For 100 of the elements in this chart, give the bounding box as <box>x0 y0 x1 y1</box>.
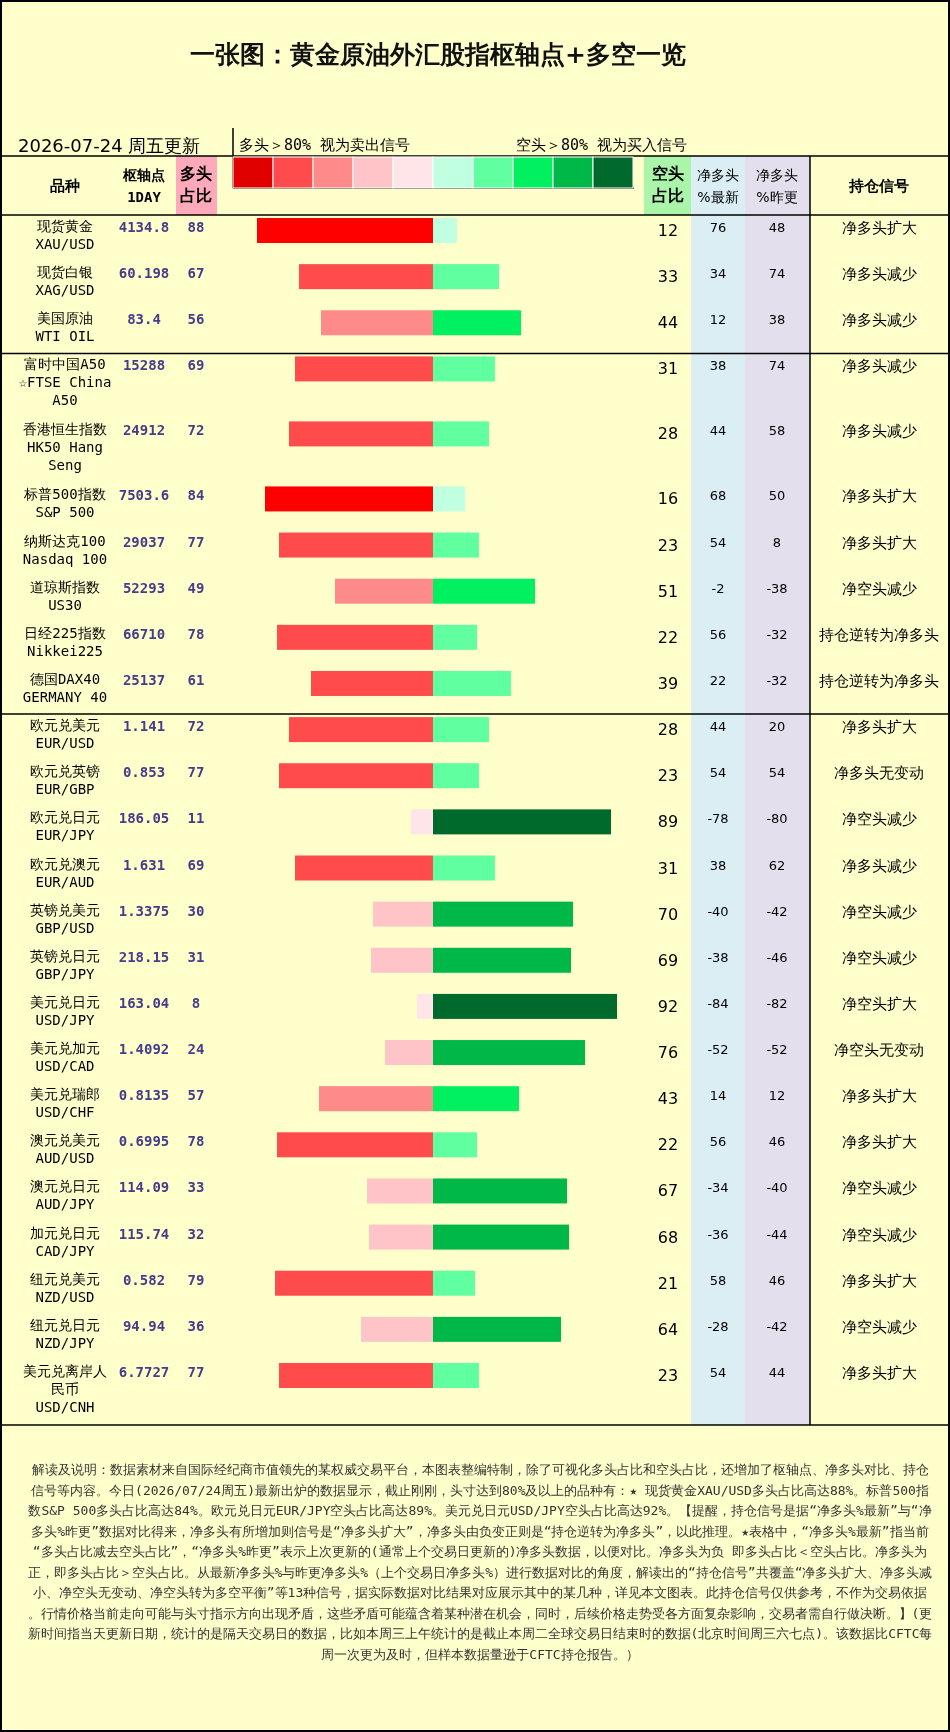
data-label: 77 <box>187 1363 205 1380</box>
y-tick-label: 纽元兑日元 NZD/JPY <box>30 1316 100 1351</box>
y-tick-label: 日经225指数 Nikkei225 <box>24 624 106 659</box>
data-label: 22 <box>657 1135 679 1155</box>
data-label: 52293 <box>122 579 166 596</box>
data-label: 12 <box>768 1088 786 1104</box>
data-label: 163.04 <box>118 994 170 1011</box>
data-label: 43 <box>657 1089 679 1109</box>
text: 空头占比 <box>652 164 684 205</box>
text: 2026-07-24 周五更新 <box>18 135 201 156</box>
data-label: 94.94 <box>122 1317 166 1334</box>
text: 多头占比 <box>180 164 212 205</box>
data-label: -38 <box>766 580 788 596</box>
text: 净多头%最新 <box>697 167 739 205</box>
y-tick-label: 美元兑瑞郎 USD/CHF <box>30 1086 100 1121</box>
y-tick-label: 德国DAX40 GERMANY 40 <box>22 670 108 705</box>
y-tick-label: 纽元兑美元 NZD/USD <box>30 1270 100 1305</box>
data-label: 0.582 <box>122 1271 166 1288</box>
data-label: 50 <box>768 488 786 504</box>
text: 净多头扩大 <box>841 1271 917 1290</box>
data-label: 72 <box>187 422 205 439</box>
data-label: 21 <box>657 1273 679 1293</box>
chart-title: 一张图：黄金原油外汇股指枢轴点+多空一览 <box>190 40 686 69</box>
y-tick-label: 欧元兑美元 EUR/USD <box>30 717 100 752</box>
data-label: 16 <box>657 489 679 509</box>
data-label: 72 <box>187 718 205 735</box>
y-tick-label: 现货白银 XAG/USD <box>35 264 95 299</box>
data-label: 22 <box>709 672 727 688</box>
data-label: 20 <box>768 719 786 735</box>
data-label: 68 <box>709 488 727 504</box>
data-label: -34 <box>707 1180 729 1196</box>
data-label: 12 <box>657 221 679 240</box>
y-tick-label: 道琼斯指数 US30 <box>30 578 100 613</box>
data-label: 56 <box>709 1134 727 1150</box>
data-label: 114.09 <box>118 1179 170 1196</box>
data-label: 69 <box>657 950 679 970</box>
data-label: 66710 <box>122 625 166 642</box>
y-tick-label: 美元兑日元 USD/JPY <box>30 993 100 1028</box>
data-label: -40 <box>707 903 729 919</box>
text: 净空头减少 <box>841 1317 917 1336</box>
data-label: 54 <box>709 1364 727 1380</box>
data-label: 44 <box>709 423 727 439</box>
text: 净多头减少 <box>841 856 917 875</box>
y-tick-label: 英镑兑日元 GBP/JPY <box>30 947 100 982</box>
data-label: 6.7727 <box>118 1363 170 1380</box>
data-label: 76 <box>657 1043 679 1063</box>
text: 净多头无变动 <box>834 764 924 783</box>
data-label: -78 <box>707 811 729 827</box>
data-label: 44 <box>657 313 679 333</box>
text: 净多头减少 <box>841 311 917 330</box>
y-tick-label: 富时中国A50 ☆FTSE China A50 <box>18 356 112 409</box>
text: 净多头扩大 <box>841 718 917 737</box>
data-label: 48 <box>768 220 786 235</box>
data-label: 58 <box>768 423 786 439</box>
data-label: -52 <box>707 1042 729 1058</box>
data-label: 39 <box>657 673 679 693</box>
text: 净多头扩大 <box>841 219 917 237</box>
data-label: 83.4 <box>127 311 161 328</box>
data-label: 51 <box>657 581 679 601</box>
text: 净多头扩大 <box>841 1133 917 1152</box>
data-label: 31 <box>657 359 679 379</box>
text: 持仓信号 <box>848 177 909 195</box>
data-label: 1.141 <box>122 718 166 735</box>
data-label: 8 <box>191 994 201 1011</box>
data-label: 25137 <box>122 671 166 688</box>
text: 净多头扩大 <box>841 487 917 506</box>
data-label: -2 <box>711 580 725 596</box>
data-label: 31 <box>657 858 679 878</box>
data-label: 31 <box>187 948 205 965</box>
y-tick-label: 英镑兑美元 GBP/USD <box>30 901 100 936</box>
data-label: 36 <box>187 1317 205 1334</box>
data-label: 69 <box>187 357 205 374</box>
y-tick-label: 澳元兑日元 AUD/JPY <box>30 1178 100 1213</box>
data-label: 69 <box>187 856 205 873</box>
data-label: 28 <box>657 424 679 444</box>
text: 持仓逆转为净多头 <box>819 625 939 644</box>
data-label: 79 <box>187 1271 205 1288</box>
y-tick-label: 加元兑日元 CAD/JPY <box>30 1224 100 1259</box>
data-label: 62 <box>768 857 786 873</box>
y-tick-label: 现货黄金 XAU/USD <box>35 218 95 252</box>
data-label: -82 <box>766 995 788 1011</box>
data-label: 14 <box>709 1088 727 1104</box>
data-label: 22 <box>657 627 679 647</box>
data-label: 67 <box>657 1181 679 1201</box>
data-label: 67 <box>187 265 205 282</box>
data-label: 23 <box>657 535 679 555</box>
data-label: 54 <box>768 765 786 781</box>
text: 净空头减少 <box>841 810 917 829</box>
text: 净空头减少 <box>841 948 917 967</box>
data-label: -80 <box>766 811 788 827</box>
text: 净空头减少 <box>841 579 917 598</box>
data-label: 23 <box>657 1365 679 1385</box>
y-tick-label: 标普500指数 S&P 500 <box>23 486 106 521</box>
data-label: 24 <box>187 1041 205 1058</box>
y-tick-label: 纳斯达克100 Nasdaq 100 <box>22 532 108 567</box>
data-label: 54 <box>709 534 727 550</box>
data-label: 1.4092 <box>118 1041 170 1058</box>
data-label: 88 <box>187 219 205 235</box>
text: 持仓逆转为净多头 <box>819 671 939 690</box>
data-label: 33 <box>187 1179 205 1196</box>
